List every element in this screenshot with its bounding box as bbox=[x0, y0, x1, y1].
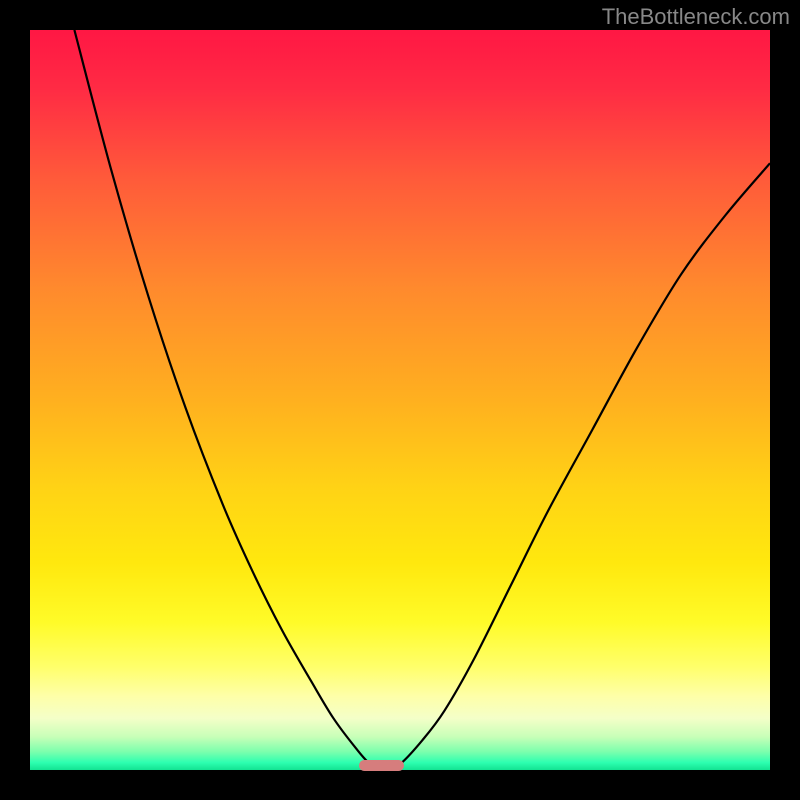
plot-area bbox=[30, 30, 770, 770]
watermark-text: TheBottleneck.com bbox=[602, 4, 790, 30]
optimal-marker bbox=[359, 760, 405, 772]
bottleneck-curve bbox=[30, 30, 770, 770]
